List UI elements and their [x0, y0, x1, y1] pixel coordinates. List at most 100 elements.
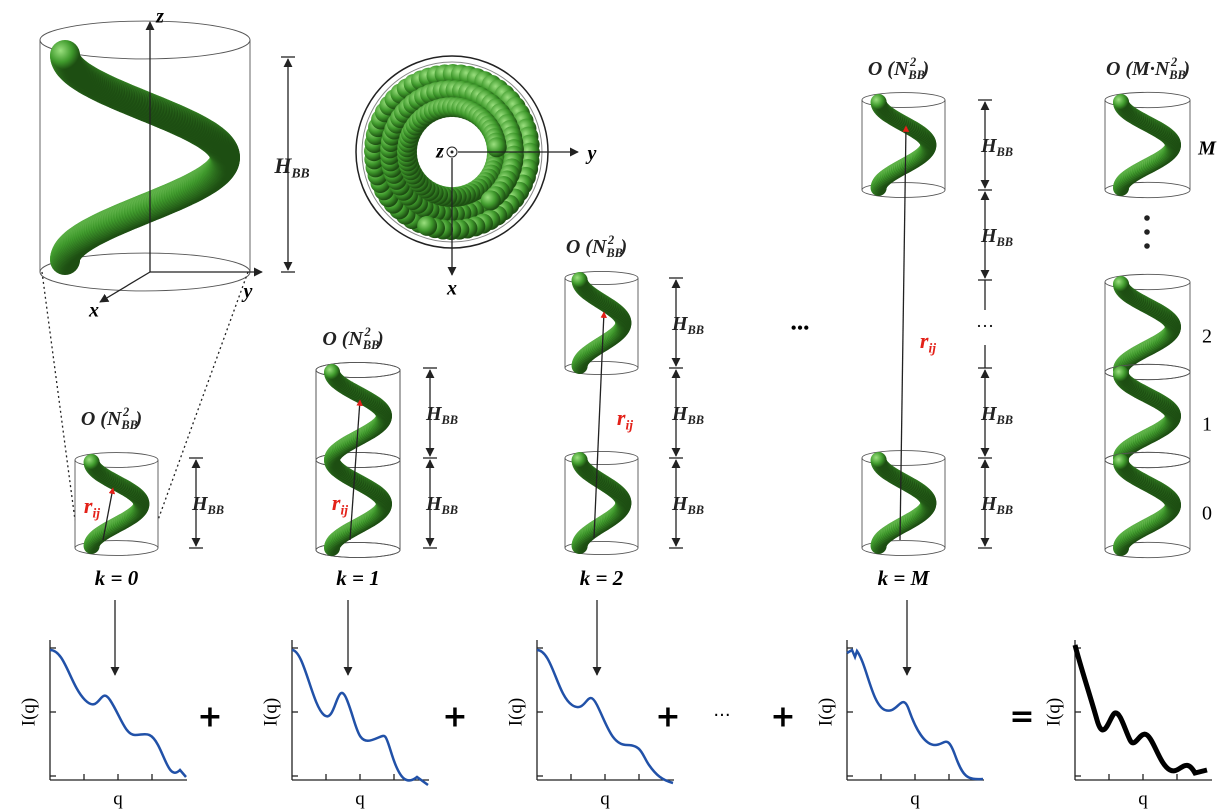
x-axis-label: q: [113, 788, 123, 809]
height-label-main: H: [980, 403, 998, 425]
height-label-sub: BB: [441, 413, 459, 427]
bead: [1113, 454, 1129, 470]
stack-dot: [1144, 243, 1150, 249]
complexity-label-sup: 2: [1170, 55, 1177, 69]
complexity-label-close: ): [375, 328, 384, 350]
index-label: M: [1197, 138, 1217, 160]
height-label: HBB: [671, 493, 704, 517]
complexity-label: O (NBB2): [868, 55, 929, 82]
height-label-main: H: [425, 493, 443, 515]
height-label-main: H: [671, 493, 689, 515]
y-axis-label: I(q): [260, 698, 281, 726]
intensity-curve: [1075, 645, 1207, 773]
helix: [1113, 276, 1181, 378]
complexity-label: O (NBB2): [322, 325, 383, 352]
axis-label: y: [586, 143, 597, 165]
x-axis-label: q: [355, 788, 365, 809]
k-label: k = 0: [95, 566, 139, 590]
axis-label: z: [435, 141, 444, 163]
distance-label-sub: ij: [92, 506, 100, 521]
intensity-curve: [537, 650, 673, 783]
k-label: k = M: [878, 566, 931, 590]
operator: +: [197, 700, 222, 735]
height-label-main: H: [980, 493, 998, 515]
index-label: 1: [1202, 414, 1212, 436]
height-label-sub: BB: [441, 503, 459, 517]
bead: [1113, 94, 1129, 110]
axis-label: y: [242, 281, 253, 303]
height-label-sub: BB: [996, 145, 1014, 159]
helix: [871, 452, 937, 554]
complexity-label-sup: 2: [909, 55, 916, 69]
complexity-label-main: O (N: [322, 328, 364, 350]
height-label: HBB: [425, 403, 458, 427]
height-label-main: H: [273, 153, 292, 178]
zoom-line: [158, 272, 248, 520]
gap-label: ···: [976, 316, 994, 336]
y-axis-label: I(q): [18, 698, 39, 726]
complexity-label-sup: 2: [122, 405, 129, 419]
axis-label: x: [88, 300, 99, 322]
complexity-label: O (NBB2): [81, 405, 142, 432]
complexity-label-close: ): [920, 58, 929, 80]
distance-label: rij: [920, 328, 936, 356]
axis-label: z: [155, 6, 164, 28]
height-label-main: H: [425, 403, 443, 425]
intensity-curve: [50, 650, 186, 777]
height-label-main: H: [671, 403, 689, 425]
height-label-sub: BB: [996, 503, 1014, 517]
index-label: 2: [1202, 326, 1212, 348]
intensity-curve: [847, 650, 983, 779]
helix: [84, 454, 150, 554]
height-label: HBB: [980, 493, 1013, 517]
height-label-main: H: [191, 493, 209, 515]
x-axis-label: q: [910, 788, 920, 809]
height-label-sub: BB: [996, 235, 1014, 249]
bead: [487, 137, 507, 157]
helix: [324, 364, 392, 556]
height-label-sub: BB: [207, 503, 225, 517]
x-axis: [100, 272, 150, 302]
bead: [417, 216, 437, 236]
bead: [572, 272, 588, 288]
complexity-label-sup: 2: [607, 233, 614, 247]
zoom-line: [42, 272, 75, 520]
complexity-label-main: O (N: [868, 58, 910, 80]
bead: [871, 94, 887, 110]
complexity-label-main: O (N: [566, 236, 608, 258]
height-label-sub: BB: [290, 166, 309, 181]
k-label: k = 1: [336, 566, 379, 590]
index-label: 0: [1202, 503, 1212, 525]
y-axis-label: I(q): [815, 698, 836, 726]
height-label-sub: BB: [687, 413, 705, 427]
height-label-sub: BB: [687, 503, 705, 517]
height-label-sub: BB: [687, 323, 705, 337]
height-label: HBB: [671, 313, 704, 337]
helix: [50, 40, 240, 275]
bead: [572, 452, 588, 468]
distance-label: rij: [332, 490, 348, 518]
operator: =: [1009, 700, 1034, 735]
complexity-label: O (M·NBB2): [1106, 55, 1190, 82]
height-label: HBB: [980, 225, 1013, 249]
stack-dot: [1144, 229, 1150, 235]
helix: [1113, 366, 1181, 466]
distance-label-sub: ij: [928, 341, 936, 356]
bead: [1113, 366, 1129, 382]
x-axis-label: q: [1138, 788, 1148, 809]
bead: [50, 40, 80, 70]
helix: [572, 452, 632, 554]
helix: [1113, 94, 1181, 196]
y-axis-label: I(q): [1043, 698, 1064, 726]
height-label: HBB: [273, 153, 309, 181]
complexity-label-close: ): [1181, 58, 1190, 80]
figure: zyxHBBzyxrijO (NBB2)k = 0HBBrijO (NBB2)k…: [0, 0, 1217, 809]
distance-label-sub: ij: [625, 418, 633, 433]
axis-label: x: [446, 278, 457, 300]
height-label: HBB: [671, 403, 704, 427]
y-axis-label: I(q): [505, 698, 526, 726]
complexity-label-close: ): [618, 236, 627, 258]
height-label-main: H: [980, 135, 998, 157]
distance-label: rij: [84, 493, 100, 521]
height-label-main: H: [980, 225, 998, 247]
